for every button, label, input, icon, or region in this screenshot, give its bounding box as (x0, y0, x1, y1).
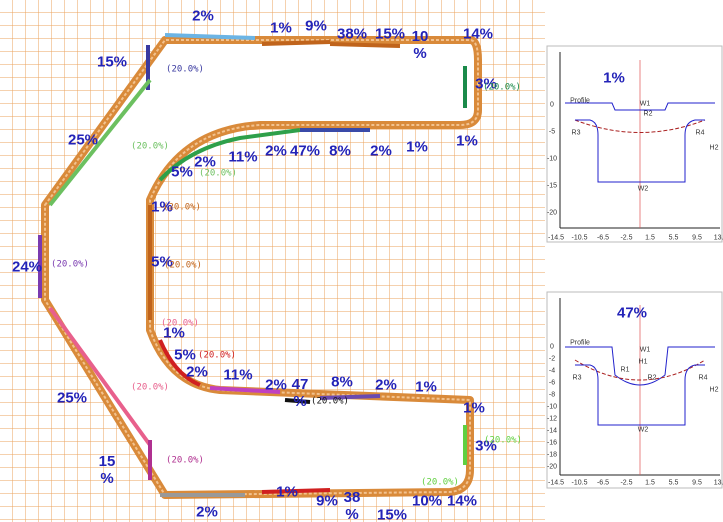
percent-label: 2% (375, 377, 397, 394)
y-tick-label: 0 (550, 97, 554, 114)
percent-label: 11% (228, 149, 257, 166)
ratio-tag: (20.0%) (164, 258, 202, 275)
profile-label: Profile (570, 335, 590, 352)
percent-label: 8% (331, 374, 353, 391)
x-tick-label: -6.5 (597, 230, 609, 247)
y-tick-label: -5 (549, 124, 555, 141)
x-tick-label: 13.5 (714, 475, 723, 492)
percent-label: 25% (57, 390, 87, 407)
ratio-tag: (20.0%) (421, 475, 459, 492)
segment (330, 44, 400, 46)
percent-label: 1% (463, 400, 485, 417)
percent-label: 38% (337, 26, 367, 43)
y-tick-label: -20 (547, 459, 557, 476)
percent-label: 9% (305, 18, 327, 35)
percent-label: 2% (186, 364, 208, 381)
percent-label: 1% (415, 379, 437, 396)
x-tick-label: -10.5 (572, 475, 588, 492)
ratio-tag: (20.0%) (161, 316, 199, 333)
profile-label: Profile (570, 93, 590, 110)
percent-label: 47% (290, 143, 320, 160)
profile-label: H2 (710, 140, 719, 157)
screen: 2%1%9%38%15%10 %14%15%3%25%2%11%2%47%8%2… (0, 0, 723, 522)
x-tick-label: -6.5 (597, 475, 609, 492)
x-tick-label: -10.5 (572, 230, 588, 247)
ratio-tag: (20.0%) (166, 453, 204, 470)
ratio-tag: (20.0%) (199, 166, 237, 183)
x-tick-label: 5.5 (669, 475, 679, 492)
profile-label: R3 (572, 125, 581, 142)
percent-label: 38 % (344, 489, 361, 522)
percent-label: 2% (370, 143, 392, 160)
x-tick-label: 9.5 (692, 230, 702, 247)
profile-label: W2 (638, 181, 649, 198)
x-tick-label: -2.5 (620, 475, 632, 492)
ratio-tag: (20.0%) (51, 257, 89, 274)
ratio-tag: (20.0%) (131, 380, 169, 397)
x-tick-label: -14.5 (548, 475, 564, 492)
ratio-tag: (20.0%) (483, 80, 521, 97)
percent-label: 10 % (412, 28, 429, 62)
percent-label: 2% (265, 377, 287, 394)
percent-label: 25% (68, 132, 98, 149)
percent-label: 9% (316, 493, 338, 510)
percent-label: 2% (265, 143, 287, 160)
profile-label: R4 (696, 125, 705, 142)
percent-label: 1% (276, 484, 298, 501)
profile-label: R2 (648, 370, 657, 387)
percent-label: 1% (456, 133, 478, 150)
percent-label: 11% (223, 367, 252, 384)
percent-label: 10% (412, 493, 442, 510)
y-tick-label: -20 (547, 205, 557, 222)
percent-label: 2% (196, 504, 218, 521)
percent-label: 5% (174, 347, 196, 364)
profile-label: R2 (644, 106, 653, 123)
percent-label: 1% (270, 20, 292, 37)
percent-label: 5% (171, 164, 193, 181)
profile-label: H2 (710, 382, 719, 399)
x-tick-label: 1.5 (645, 475, 655, 492)
profile-label: W2 (638, 422, 649, 439)
x-tick-label: 13.5 (714, 230, 723, 247)
x-tick-label: 9.5 (692, 475, 702, 492)
percent-label: 15% (377, 507, 407, 522)
y-tick-label: -10 (547, 151, 557, 168)
panel-frame (547, 46, 722, 242)
percent-label: 47 % (292, 376, 309, 410)
percent-label: 8% (329, 143, 351, 160)
x-tick-label: -2.5 (620, 230, 632, 247)
ratio-tag: (20.0%) (198, 348, 236, 365)
percent-label: 14% (447, 493, 477, 510)
x-tick-label: 5.5 (669, 230, 679, 247)
x-tick-label: 1.5 (645, 230, 655, 247)
profile-label: R1 (621, 362, 630, 379)
percent-label: 2% (192, 8, 214, 25)
ratio-tag: (20.0%) (311, 394, 349, 411)
profile-label: H1 (639, 354, 648, 371)
panel-title: 1% (603, 70, 625, 87)
panel (547, 46, 722, 242)
percent-label: 1% (406, 139, 428, 156)
panel-title: 47% (617, 305, 647, 322)
segment (262, 42, 330, 44)
ratio-tag: (20.0%) (166, 62, 204, 79)
percent-label: 24% (12, 259, 42, 276)
percent-label: 15% (375, 26, 405, 43)
y-tick-label: -15 (547, 178, 557, 195)
profile-label: R4 (699, 370, 708, 387)
profile-label: R3 (573, 370, 582, 387)
ratio-tag: (20.0%) (484, 433, 522, 450)
ratio-tag: (20.0%) (163, 200, 201, 217)
x-tick-label: -14.5 (548, 230, 564, 247)
percent-label: 15 % (99, 453, 116, 487)
percent-label: 14% (463, 26, 493, 43)
percent-label: 15% (97, 54, 127, 71)
ratio-tag: (20.0%) (131, 139, 169, 156)
